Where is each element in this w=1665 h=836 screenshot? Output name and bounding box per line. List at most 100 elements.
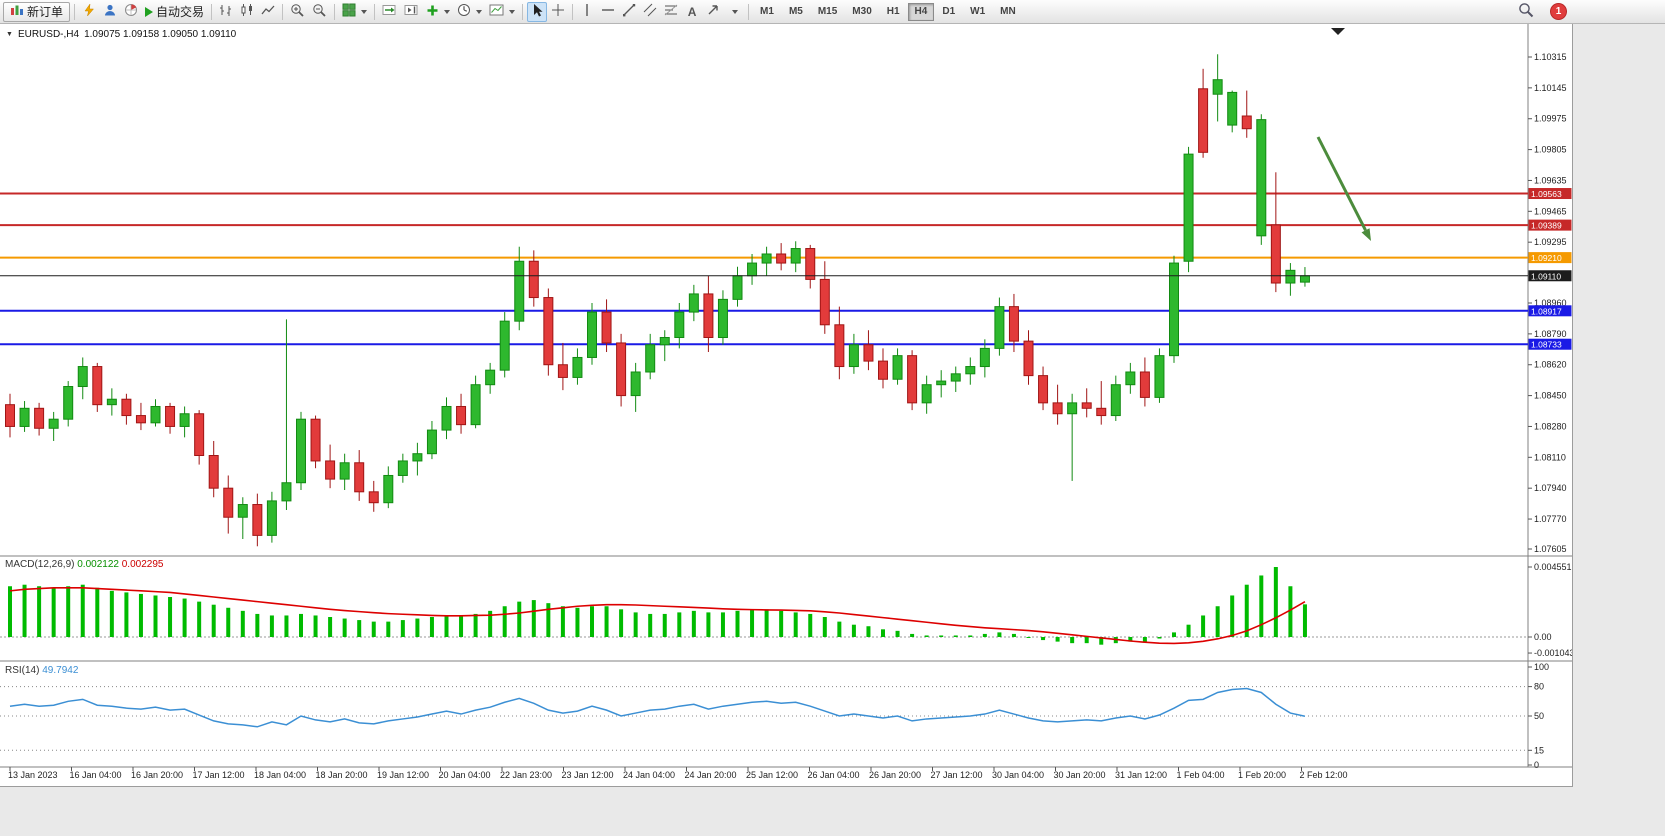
svg-text:1.10315: 1.10315	[1534, 52, 1567, 62]
timeframe-m5-button[interactable]: M5	[782, 3, 810, 21]
text-icon: A	[687, 4, 697, 19]
line-chart-icon	[261, 3, 275, 20]
ohlc-bars-icon	[219, 3, 233, 20]
svg-text:17 Jan 12:00: 17 Jan 12:00	[193, 770, 245, 780]
zoom-in-button[interactable]	[287, 2, 308, 22]
svg-text:2 Feb 12:00: 2 Feb 12:00	[1300, 770, 1348, 780]
separator	[334, 3, 336, 20]
globe-icon	[124, 3, 138, 20]
chart-canvas[interactable]: 1.10315 1.10145 1.09975 1.09805 1.09635 1.094…	[0, 24, 1575, 786]
svg-text:1 Feb 04:00: 1 Feb 04:00	[1177, 770, 1225, 780]
toolbar-right-group: 1	[1515, 2, 1566, 22]
chart-shift-button[interactable]	[401, 2, 422, 22]
bar-chart-button[interactable]	[216, 2, 236, 22]
trendline-button[interactable]	[619, 2, 639, 22]
period-selector-button[interactable]	[454, 2, 485, 22]
trend-arrow-head	[1361, 228, 1371, 241]
notification-badge[interactable]: 1	[1551, 4, 1566, 19]
autotrading-button[interactable]: 自动交易	[142, 2, 207, 22]
crosshair-button[interactable]	[548, 2, 568, 22]
separator	[522, 3, 524, 20]
add-indicator-button[interactable]	[423, 2, 453, 22]
market-watch-button[interactable]	[100, 2, 120, 22]
horizontal-line-button[interactable]	[598, 2, 618, 22]
template-button[interactable]	[486, 2, 518, 22]
svg-text:18 Jan 20:00: 18 Jan 20:00	[316, 770, 368, 780]
separator	[748, 3, 750, 20]
svg-text:30 Jan 04:00: 30 Jan 04:00	[992, 770, 1044, 780]
macd-title: MACD(12,26,9) 0.002122 0.002295	[5, 559, 164, 570]
tile-windows-button[interactable]	[339, 2, 370, 22]
search-button[interactable]	[1515, 2, 1537, 22]
horizontal-line-icon	[601, 4, 615, 19]
candles	[5, 54, 1310, 547]
autotrading-label: 自动交易	[156, 5, 205, 19]
separator	[374, 3, 376, 20]
svg-text:1.08960: 1.08960	[1534, 298, 1567, 308]
chart-window[interactable]: ▼ EURUSD-,H4 1.09075 1.09158 1.09050 1.0…	[0, 24, 1575, 787]
crosshair-icon	[551, 3, 565, 20]
tile-windows-icon	[342, 3, 356, 20]
dropdown-caret-icon	[509, 9, 516, 14]
equidistant-channel-button[interactable]	[640, 2, 660, 22]
clock-icon	[457, 3, 471, 20]
fibonacci-button[interactable]	[661, 2, 681, 22]
trend-arrow[interactable]	[1316, 136, 1367, 231]
timeframe-m1-button[interactable]: M1	[753, 3, 781, 21]
svg-text:0.004551: 0.004551	[1534, 562, 1572, 572]
candlestick-icon	[240, 3, 254, 20]
zoom-out-button[interactable]	[309, 2, 330, 22]
svg-text:25 Jan 12:00: 25 Jan 12:00	[746, 770, 798, 780]
candlestick-chart-button[interactable]	[237, 2, 257, 22]
arrows-button[interactable]	[703, 2, 723, 22]
timeframe-mn-button[interactable]: MN	[993, 3, 1023, 21]
svg-text:13 Jan 2023: 13 Jan 2023	[8, 770, 58, 780]
timeframe-m30-button[interactable]: M30	[845, 3, 878, 21]
macd-signal-line	[9, 586, 1306, 645]
svg-text:50: 50	[1534, 711, 1544, 721]
objects-dropdown-button[interactable]	[724, 2, 744, 22]
chart-shift-icon	[404, 3, 419, 20]
horizontal-level-lines[interactable]	[0, 192, 1528, 346]
svg-text:1.09295: 1.09295	[1534, 237, 1567, 247]
svg-text:31 Jan 12:00: 31 Jan 12:00	[1115, 770, 1167, 780]
play-icon	[145, 6, 154, 17]
new-order-button[interactable]: 新订单	[3, 1, 71, 22]
dropdown-caret-icon	[444, 9, 451, 14]
cursor-icon	[530, 3, 544, 20]
cursor-button[interactable]	[527, 1, 548, 22]
svg-text:24 Jan 20:00: 24 Jan 20:00	[685, 770, 737, 780]
auto-scroll-button[interactable]	[379, 2, 400, 22]
svg-text:1.08280: 1.08280	[1534, 421, 1567, 431]
timeframe-d1-button[interactable]: D1	[935, 3, 962, 21]
person-icon	[103, 3, 117, 20]
text-button[interactable]: A	[682, 2, 702, 22]
zoom-in-icon	[290, 3, 305, 21]
timeframe-h1-button[interactable]: H1	[880, 3, 907, 21]
svg-text:1.08790: 1.08790	[1534, 329, 1567, 339]
channel-icon	[643, 3, 657, 20]
timeframe-w1-button[interactable]: W1	[963, 3, 992, 21]
metaeditor-icon	[82, 3, 96, 20]
toolbar: 新订单 自动交易	[0, 0, 1665, 24]
svg-text:18 Jan 04:00: 18 Jan 04:00	[254, 770, 306, 780]
timeframe-h4-button[interactable]: H4	[907, 2, 935, 21]
arrows-icon	[706, 3, 720, 20]
chart-symbol-label: EURUSD-,H4	[17, 29, 80, 40]
community-button[interactable]	[121, 2, 141, 22]
timeframe-m15-button[interactable]: M15	[811, 3, 844, 21]
svg-text:26 Jan 04:00: 26 Jan 04:00	[808, 770, 860, 780]
svg-text:1.07940: 1.07940	[1534, 483, 1567, 493]
svg-text:24 Jan 04:00: 24 Jan 04:00	[623, 770, 675, 780]
line-chart-button[interactable]	[258, 2, 278, 22]
chart-ohlc-label: 1.09075 1.09158 1.09050 1.09110	[84, 29, 237, 40]
rsi-title: RSI(14) 49.7942	[5, 665, 79, 676]
separator	[74, 3, 76, 20]
svg-text:1.07770: 1.07770	[1534, 514, 1567, 524]
symbol-marker-icon: ▼	[6, 31, 13, 38]
svg-text:1.09563: 1.09563	[1531, 189, 1562, 199]
chart-shift-marker[interactable]	[1331, 28, 1345, 35]
vertical-line-button[interactable]	[577, 2, 597, 22]
metaeditor-button[interactable]	[79, 2, 99, 22]
